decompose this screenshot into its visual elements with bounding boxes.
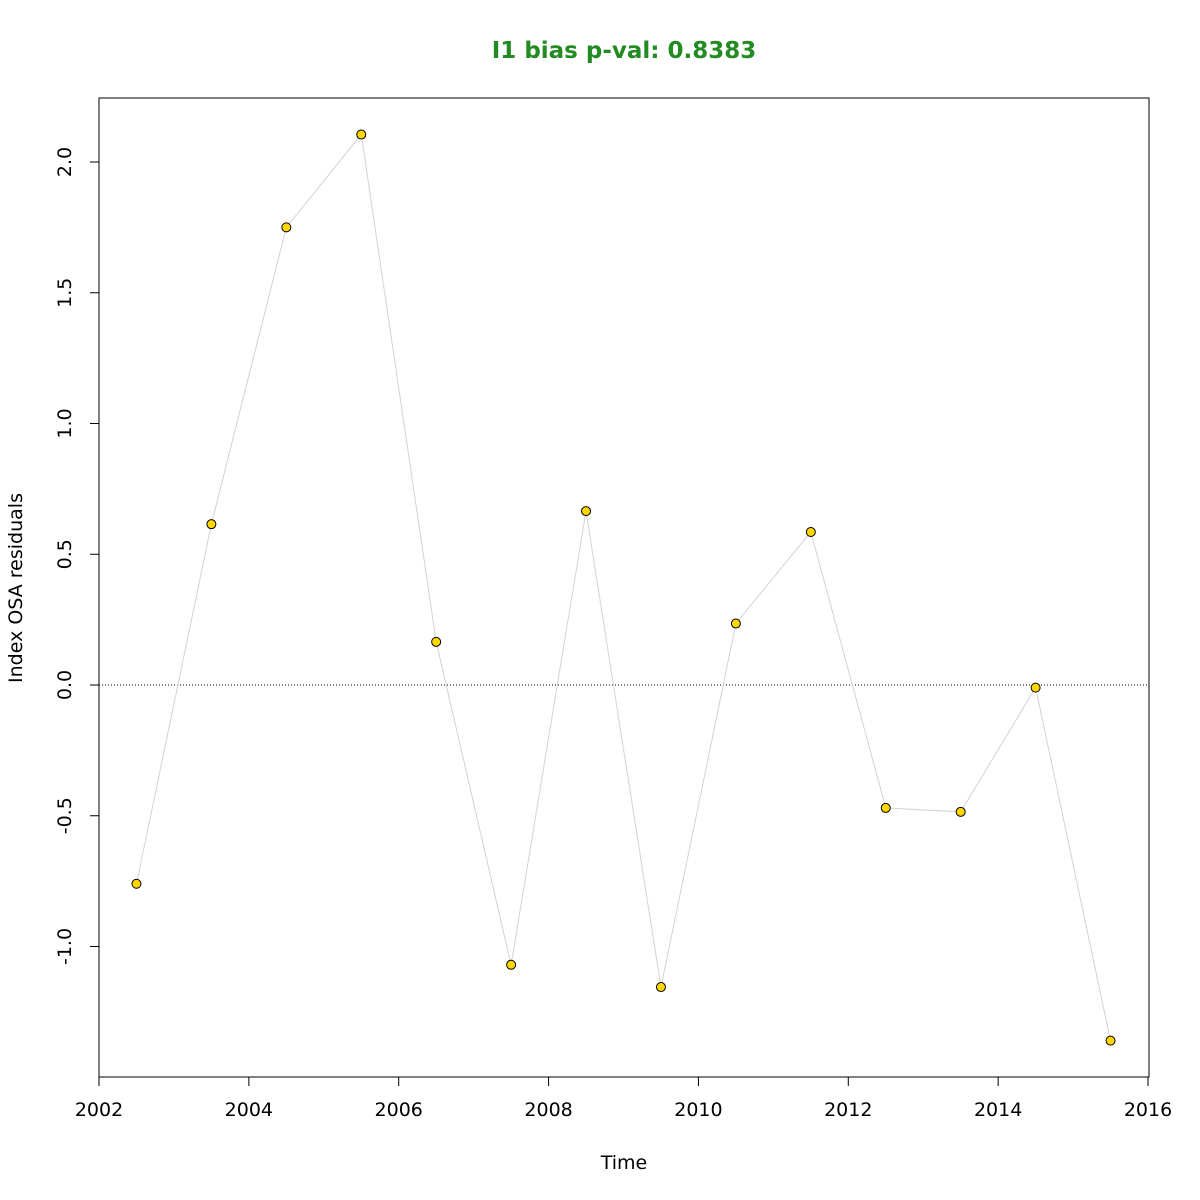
x-axis-label: Time [600, 1152, 648, 1174]
data-point [206, 519, 217, 530]
series-line [136, 133, 1111, 1041]
data-point [655, 982, 666, 993]
plot-frame [98, 97, 1150, 1078]
chart-title: I1 bias p-val: 0.8383 [492, 38, 757, 64]
x-tick-label: 2002 [75, 1099, 123, 1121]
data-point [356, 129, 367, 140]
data-point [281, 222, 292, 233]
x-tick-label: 2006 [375, 1099, 423, 1121]
data-point [730, 618, 741, 629]
x-axis: 2002 2004 2006 2008 2010 2012 2014 2016 [75, 1076, 1172, 1121]
x-tick-label: 2012 [824, 1099, 872, 1121]
data-point [1030, 682, 1041, 693]
x-tick-label: 2004 [225, 1099, 273, 1121]
y-tick-label: 0.0 [54, 670, 76, 700]
data-point [431, 636, 442, 647]
y-tick-label: 1.5 [54, 278, 76, 308]
data-point [1105, 1035, 1116, 1046]
x-tick-label: 2010 [674, 1099, 722, 1121]
y-tick-label: -1.0 [54, 928, 76, 965]
x-tick-label: 2008 [524, 1099, 572, 1121]
data-point [506, 959, 517, 970]
x-tick-label: 2014 [974, 1099, 1022, 1121]
y-tick-label: 1.0 [54, 408, 76, 438]
data-points [131, 129, 1116, 1046]
data-point [131, 878, 142, 889]
y-axis: -1.0 -0.5 0.0 0.5 1.0 1.5 2.0 [54, 147, 100, 965]
data-point [581, 506, 592, 517]
y-tick-label: 0.5 [54, 539, 76, 569]
data-point [805, 527, 816, 538]
y-tick-label: -0.5 [54, 797, 76, 834]
data-point [880, 802, 891, 813]
series-polyline [136, 133, 1111, 1041]
y-axis-label: Index OSA residuals [5, 493, 27, 683]
y-tick-label: 2.0 [54, 147, 76, 177]
x-tick-label: 2016 [1124, 1099, 1172, 1121]
data-point [955, 806, 966, 817]
